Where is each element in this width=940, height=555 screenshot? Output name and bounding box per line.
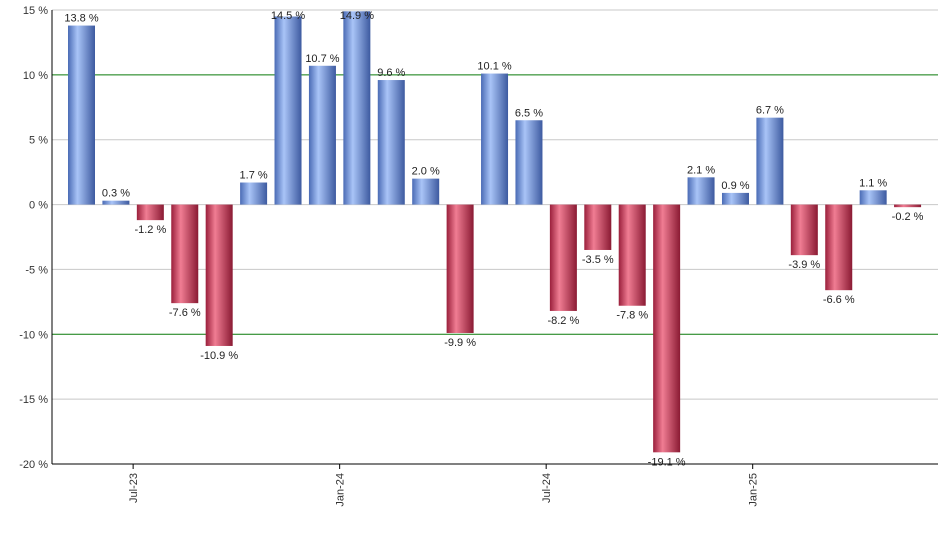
y-tick-label: 5 %: [29, 135, 48, 147]
bar: [721, 192, 749, 205]
bar: [446, 204, 474, 333]
y-tick-label: 0 %: [29, 200, 48, 212]
data-label: 14.9 %: [340, 10, 374, 22]
data-label: -0.2 %: [892, 211, 924, 223]
bar: [790, 204, 818, 256]
data-label: -1.2 %: [134, 224, 166, 236]
bar: [136, 204, 164, 221]
data-label: -8.2 %: [547, 315, 579, 327]
y-tick-label: -5 %: [25, 264, 48, 276]
data-label: 6.5 %: [515, 107, 543, 119]
bar: [687, 177, 715, 205]
axes: 15 % 10 % 5 % 0 % -5 % -10 % -15 % -20 % Jul-23 J…: [19, 5, 938, 507]
x-tick-label: Jan-25: [748, 473, 760, 507]
y-tick-label: 10 %: [23, 70, 48, 82]
bar: [825, 204, 853, 291]
bars: [68, 11, 922, 453]
bar: [549, 204, 577, 311]
data-label: 1.1 %: [859, 177, 887, 189]
bar: [240, 182, 268, 205]
bar: [205, 204, 233, 346]
data-label: 1.7 %: [240, 170, 268, 182]
data-label: -7.6 %: [169, 307, 201, 319]
bar: [894, 204, 922, 208]
bar: [481, 73, 509, 205]
data-label: 0.9 %: [721, 180, 749, 192]
y-tick-label: -20 %: [19, 459, 48, 471]
x-tick-label: Jan-24: [335, 473, 347, 507]
y-tick-label: 15 %: [23, 5, 48, 17]
bar: [859, 190, 887, 205]
data-label: 9.6 %: [377, 67, 405, 79]
data-label: 10.1 %: [477, 61, 511, 73]
bar: [584, 204, 612, 250]
data-label: -6.6 %: [823, 294, 855, 306]
bar: [756, 117, 784, 205]
bar: [653, 204, 681, 453]
y-tick-label: -10 %: [19, 329, 48, 341]
data-label: -9.9 %: [444, 337, 476, 349]
data-label: -19.1 %: [648, 456, 686, 468]
bar: [377, 80, 405, 205]
data-label: 2.1 %: [687, 164, 715, 176]
bar: [308, 65, 336, 205]
data-label: 10.7 %: [305, 53, 339, 65]
data-label: -3.9 %: [788, 259, 820, 271]
x-tick-label: Jul-23: [128, 473, 140, 503]
data-label: 0.3 %: [102, 188, 130, 200]
data-label: 13.8 %: [64, 13, 98, 25]
bar: [68, 25, 95, 205]
data-label: 14.5 %: [271, 10, 305, 22]
bar: [171, 204, 199, 304]
bar: [412, 178, 440, 205]
data-label: -7.8 %: [616, 310, 648, 322]
bar: [343, 11, 371, 205]
bar: [515, 120, 543, 205]
data-label: 2.0 %: [412, 166, 440, 178]
bar: [618, 204, 646, 306]
data-labels: 13.8 % 0.3 % -1.2 % -7.6 % -10.9 % 1.7 % 14.5 …: [64, 10, 923, 468]
data-label: -3.5 %: [582, 254, 614, 266]
data-label: -10.9 %: [200, 350, 238, 362]
y-tick-label: -15 %: [19, 394, 48, 406]
bar: [274, 16, 302, 205]
data-label: 6.7 %: [756, 105, 784, 117]
x-tick-label: Jul-24: [541, 473, 553, 503]
bar: [102, 200, 130, 205]
